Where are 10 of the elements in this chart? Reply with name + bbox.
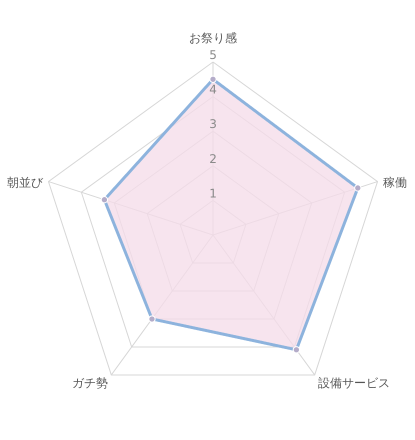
y-tick-label: 5 [209,48,217,62]
spoke-label: 朝並び [6,175,44,190]
y-tick-label: 2 [209,152,217,166]
spoke-label: ガチ勢 [72,376,108,390]
y-tick-label: 3 [209,117,217,132]
spoke-label: 稼働 [383,175,408,190]
spoke-label: 設備サービス [318,376,390,390]
y-tick-label: 1 [209,186,217,200]
spoke-label: お祭り感 [189,31,237,45]
y-tick-label: 4 [209,82,217,97]
